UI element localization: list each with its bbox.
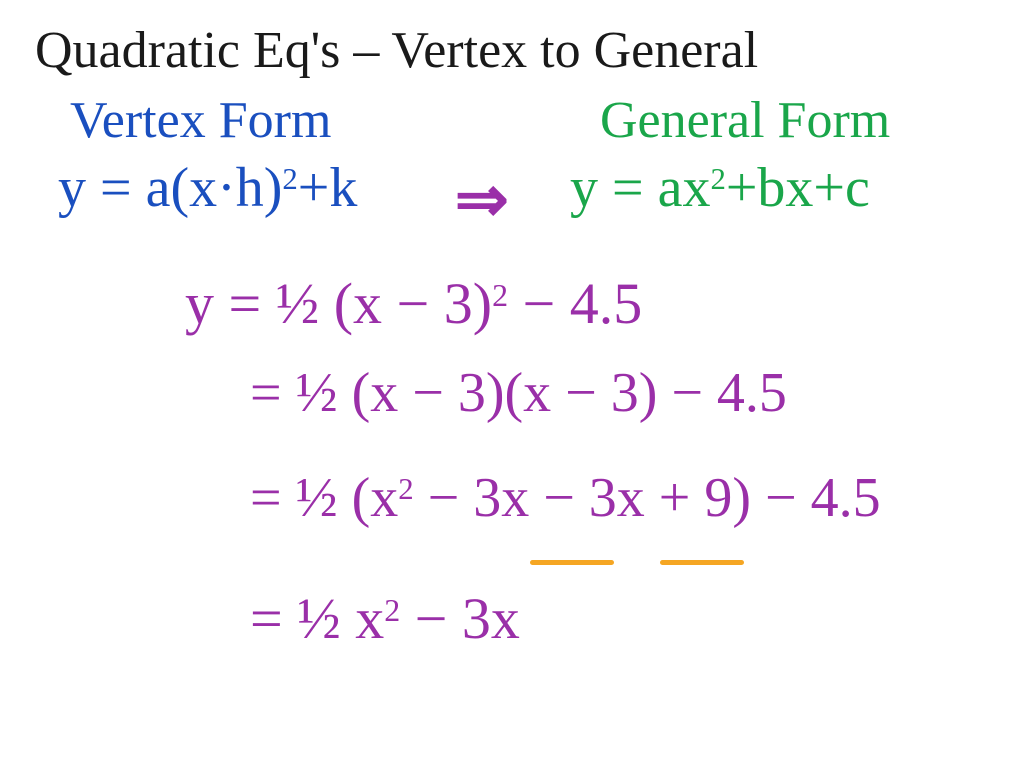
underline-term-2 — [660, 560, 744, 565]
arrow-icon: ⇒ — [455, 168, 503, 232]
page-title: Quadratic Eq's – Vertex to General — [35, 25, 758, 77]
vertex-form-equation: y = a(x·h)2+k — [58, 160, 357, 216]
work-step-3: = ½ (x2 − 3x − 3x + 9) − 4.5 — [250, 470, 881, 526]
work-step-2: = ½ (x − 3)(x − 3) − 4.5 — [250, 365, 787, 421]
general-form-label: General Form — [600, 95, 890, 147]
whiteboard: Quadratic Eq's – Vertex to General Verte… — [0, 0, 1024, 768]
work-step-1: y = ½ (x − 3)2 − 4.5 — [185, 275, 642, 333]
vertex-form-label: Vertex Form — [70, 95, 331, 147]
general-form-equation: y = ax2+bx+c — [570, 160, 870, 216]
underline-term-1 — [530, 560, 614, 565]
work-step-4: = ½ x2 − 3x — [250, 590, 520, 648]
